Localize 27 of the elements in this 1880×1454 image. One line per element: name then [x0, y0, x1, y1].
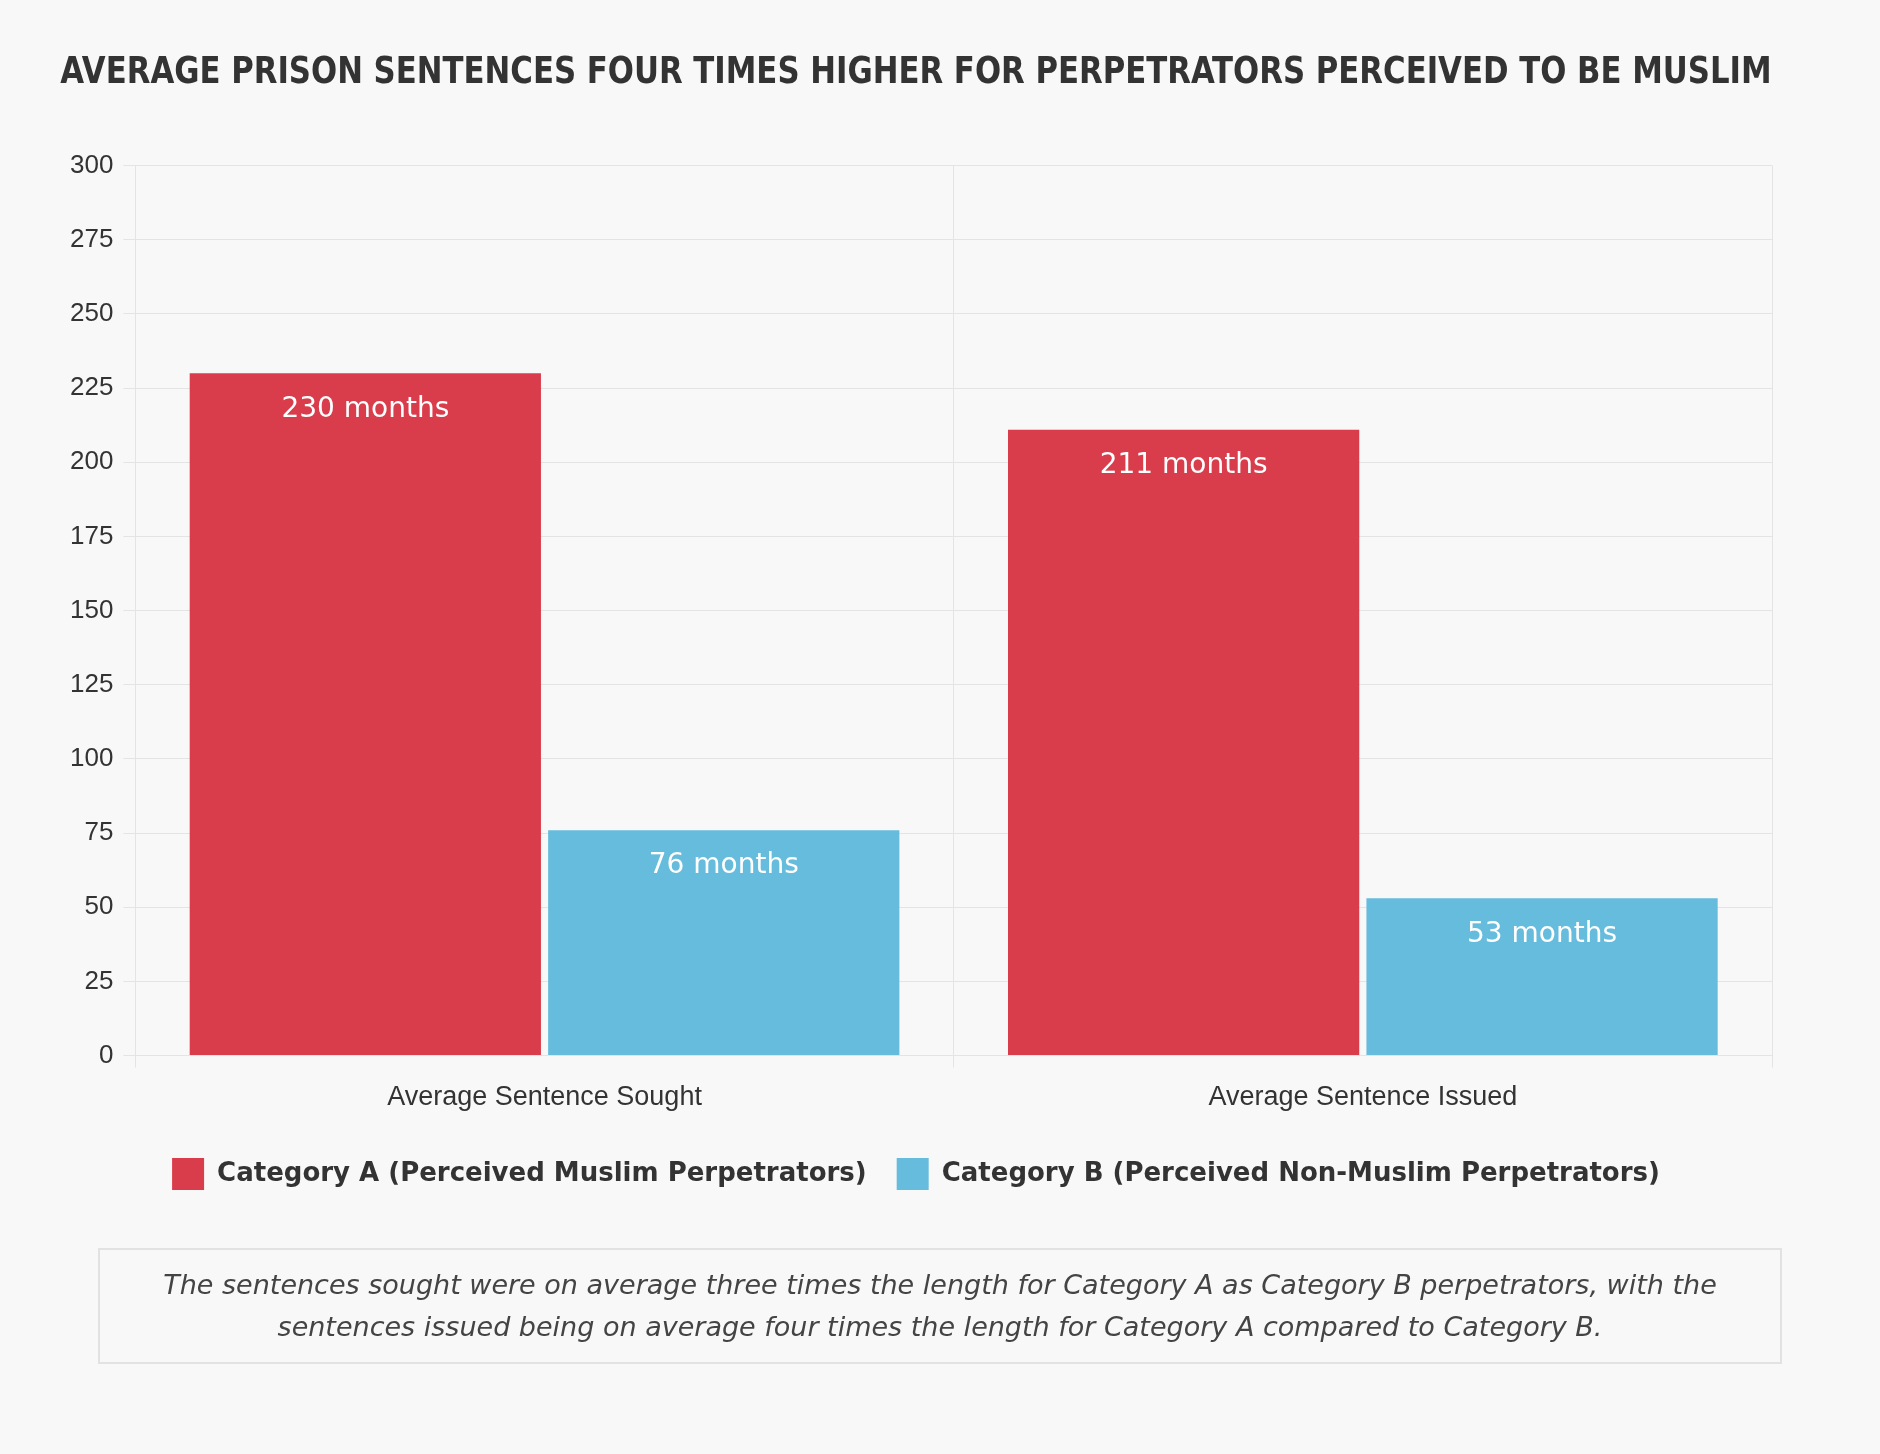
y-tick-label: 100: [69, 742, 114, 773]
y-tick-label: 25: [84, 964, 114, 995]
y-tick-label: 0: [98, 1038, 114, 1069]
y-tick-label: 200: [69, 445, 114, 476]
y-tick-label: 75: [84, 816, 114, 847]
chart-title: AVERAGE PRISON SENTENCES FOUR TIMES HIGHER FOR PERPETRATORS PERCEIVED TO BE MUSLIM: [60, 46, 1772, 93]
y-tick-label: 300: [69, 148, 114, 179]
y-tick-label: 250: [69, 297, 114, 328]
y-tick-label: 50: [84, 890, 114, 921]
text: The sentences sought were on average three times the length for Category A as Category B perpetrators, with the sentences issued being on average four times the length for Category A compared to Category B.: [98, 1248, 1782, 1364]
bar: [189, 373, 541, 1056]
bar: [1008, 429, 1360, 1056]
data-label: 76 months: [648, 847, 799, 881]
bar: [548, 830, 900, 1056]
x-tick-label: Average Sentence Issued: [1208, 1081, 1518, 1112]
y-tick-label: 150: [69, 593, 114, 624]
bar: [1366, 898, 1718, 1056]
data-label: 211 months: [1099, 446, 1268, 480]
y-tick-label: 175: [69, 519, 114, 550]
data-label: 53 months: [1467, 915, 1618, 949]
x-tick-label: Average Sentence Sought: [387, 1081, 703, 1112]
y-tick-label: 275: [69, 222, 114, 253]
y-tick-label: 225: [69, 371, 114, 402]
legend-label: Category A (Perceived Muslim Perpetrators): [217, 1156, 867, 1187]
legend-label: Category B (Perceived Non-Muslim Perpetrators): [941, 1156, 1660, 1187]
y-tick-label: 125: [69, 667, 114, 698]
data-label: 230 months: [281, 390, 450, 424]
